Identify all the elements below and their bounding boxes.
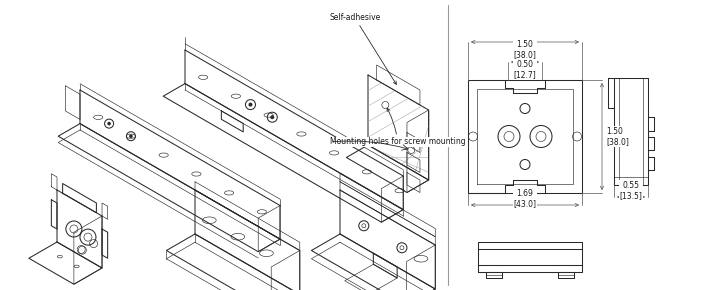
Circle shape	[270, 115, 274, 119]
Circle shape	[248, 103, 253, 107]
Text: 1.50
[38.0]: 1.50 [38.0]	[513, 40, 536, 59]
Text: Self-adhesive: Self-adhesive	[329, 14, 396, 84]
Text: Mounting holes for screw mounting: Mounting holes for screw mounting	[330, 108, 466, 146]
Circle shape	[107, 122, 111, 125]
Text: 1.69
[43.0]: 1.69 [43.0]	[513, 188, 536, 208]
Text: 1.50
[38.0]: 1.50 [38.0]	[606, 127, 629, 146]
Circle shape	[129, 134, 132, 138]
Text: 0.50
[12.7]: 0.50 [12.7]	[513, 60, 536, 79]
Text: 0.55
[13.5]: 0.55 [13.5]	[620, 181, 642, 200]
